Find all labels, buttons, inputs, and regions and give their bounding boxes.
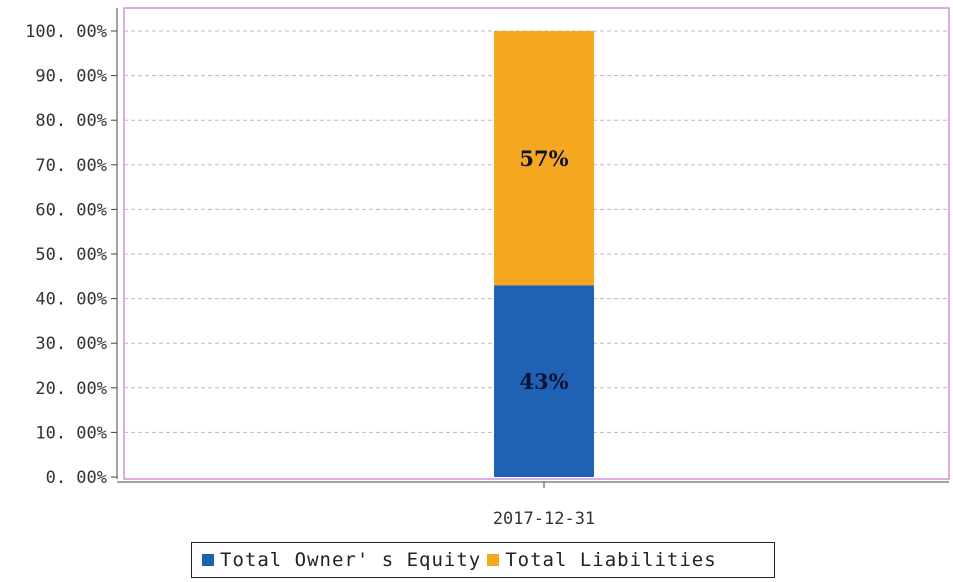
legend: Total Owner' s Equity Total Liabilities bbox=[191, 542, 775, 578]
bar-segment-liabilities bbox=[494, 31, 594, 286]
y-tick-label: 20. 00% bbox=[35, 379, 107, 399]
y-tick-label: 10. 00% bbox=[35, 423, 107, 443]
y-tick-label: 0. 00% bbox=[46, 468, 107, 488]
legend-item-equity[interactable]: Total Owner' s Equity bbox=[202, 549, 481, 571]
bar-segments bbox=[494, 31, 594, 477]
legend-label-liabilities: Total Liabilities bbox=[505, 549, 717, 571]
y-tick-label: 100. 00% bbox=[25, 22, 107, 42]
legend-label-equity: Total Owner' s Equity bbox=[220, 549, 482, 571]
chart-canvas: 0. 00% 10. 00% 20. 00% 30. 00% 40. 00% 50. 00… bbox=[25, 7, 950, 529]
y-tick-label: 90. 00% bbox=[35, 67, 107, 87]
x-tick-label: 2017-12-31 bbox=[493, 509, 595, 529]
y-tick-label: 70. 00% bbox=[35, 156, 107, 176]
y-tick-label: 80. 00% bbox=[35, 111, 107, 131]
y-tick-label: 40. 00% bbox=[35, 290, 107, 310]
legend-item-liabilities[interactable]: Total Liabilities bbox=[487, 549, 716, 571]
y-tick-label: 60. 00% bbox=[35, 200, 107, 220]
grid-lines bbox=[123, 7, 950, 480]
plot-border bbox=[123, 7, 950, 480]
data-label-liabilities: 57% bbox=[519, 146, 568, 171]
legend-swatch-liabilities bbox=[487, 554, 500, 566]
bar-segment-equity bbox=[494, 285, 594, 477]
y-tick-label: 50. 00% bbox=[35, 245, 107, 265]
labels: 0. 00% 10. 00% 20. 00% 30. 00% 40. 00% 50. 00… bbox=[25, 22, 595, 529]
legend-swatch-equity bbox=[202, 554, 214, 566]
y-tick-label: 30. 00% bbox=[35, 334, 107, 354]
data-label-equity: 43% bbox=[519, 369, 568, 394]
axes bbox=[111, 8, 949, 488]
